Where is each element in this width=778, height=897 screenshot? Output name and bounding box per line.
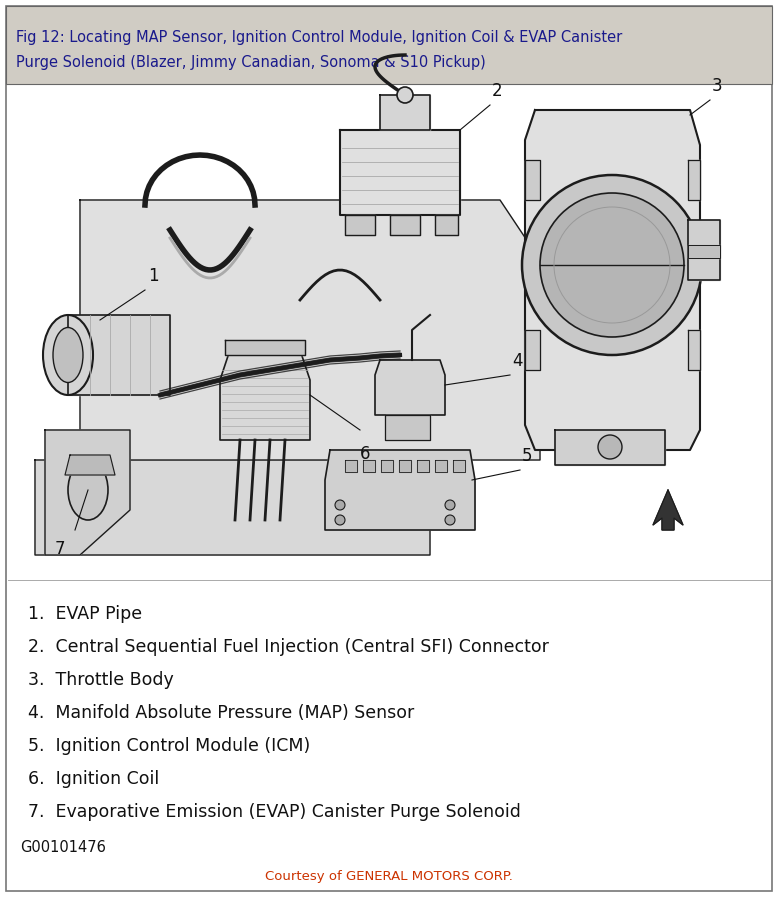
Circle shape <box>522 175 702 355</box>
Text: 3.  Throttle Body: 3. Throttle Body <box>28 671 173 689</box>
Polygon shape <box>385 415 430 440</box>
Circle shape <box>335 515 345 525</box>
Polygon shape <box>345 460 357 472</box>
Text: 1: 1 <box>148 267 159 285</box>
Polygon shape <box>688 245 720 258</box>
Text: 6: 6 <box>360 445 370 463</box>
Polygon shape <box>345 215 375 235</box>
Text: 4: 4 <box>512 352 523 370</box>
Text: 2.  Central Sequential Fuel Injection (Central SFI) Connector: 2. Central Sequential Fuel Injection (Ce… <box>28 638 548 656</box>
Text: 6.  Ignition Coil: 6. Ignition Coil <box>28 770 159 788</box>
Ellipse shape <box>68 460 108 520</box>
Text: 5: 5 <box>522 447 532 465</box>
Polygon shape <box>688 220 720 280</box>
Circle shape <box>335 500 345 510</box>
Text: 7: 7 <box>55 540 65 558</box>
Polygon shape <box>220 350 310 440</box>
Text: 3: 3 <box>712 77 723 95</box>
Text: 2: 2 <box>492 82 503 100</box>
Polygon shape <box>35 460 430 555</box>
Ellipse shape <box>53 327 83 382</box>
Circle shape <box>598 435 622 459</box>
Polygon shape <box>363 460 375 472</box>
Polygon shape <box>380 95 430 130</box>
Text: Purge Solenoid (Blazer, Jimmy Canadian, Sonoma & S10 Pickup): Purge Solenoid (Blazer, Jimmy Canadian, … <box>16 55 485 70</box>
Text: 1.  EVAP Pipe: 1. EVAP Pipe <box>28 605 142 623</box>
Polygon shape <box>688 330 700 370</box>
Polygon shape <box>225 340 305 355</box>
Text: Fig 12: Locating MAP Sensor, Ignition Control Module, Ignition Coil & EVAP Canis: Fig 12: Locating MAP Sensor, Ignition Co… <box>16 30 622 45</box>
Bar <box>6 6 772 84</box>
Circle shape <box>397 87 413 103</box>
Polygon shape <box>435 460 447 472</box>
Polygon shape <box>555 430 665 465</box>
Polygon shape <box>653 490 683 530</box>
Polygon shape <box>375 360 445 415</box>
Text: 4.  Manifold Absolute Pressure (MAP) Sensor: 4. Manifold Absolute Pressure (MAP) Sens… <box>28 704 414 722</box>
Polygon shape <box>525 110 700 450</box>
Polygon shape <box>525 330 540 370</box>
Polygon shape <box>435 215 458 235</box>
Text: Courtesy of GENERAL MOTORS CORP.: Courtesy of GENERAL MOTORS CORP. <box>265 870 513 883</box>
Circle shape <box>445 500 455 510</box>
Polygon shape <box>325 450 475 530</box>
Polygon shape <box>525 160 540 200</box>
Polygon shape <box>340 130 460 215</box>
Text: 5.  Ignition Control Module (ICM): 5. Ignition Control Module (ICM) <box>28 737 310 755</box>
Polygon shape <box>381 460 393 472</box>
Polygon shape <box>453 460 465 472</box>
Polygon shape <box>68 315 170 395</box>
Text: G00101476: G00101476 <box>20 840 106 855</box>
Polygon shape <box>399 460 411 472</box>
Polygon shape <box>65 455 115 475</box>
Polygon shape <box>80 200 540 460</box>
Circle shape <box>445 515 455 525</box>
Polygon shape <box>417 460 429 472</box>
Polygon shape <box>45 430 130 555</box>
Polygon shape <box>688 160 700 200</box>
Circle shape <box>540 193 684 337</box>
Text: 7.  Evaporative Emission (EVAP) Canister Purge Solenoid: 7. Evaporative Emission (EVAP) Canister … <box>28 803 521 821</box>
Polygon shape <box>390 215 420 235</box>
Ellipse shape <box>43 315 93 395</box>
